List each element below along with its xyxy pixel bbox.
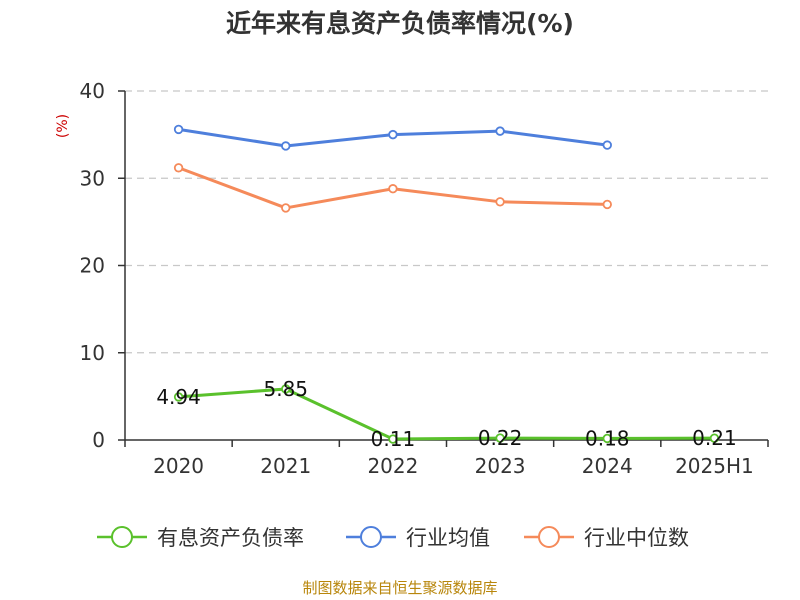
legend-marker-icon (360, 526, 382, 548)
x-tick-label: 2023 (475, 454, 526, 478)
data-label: 0.18 (585, 426, 630, 450)
chart-title: 近年来有息资产负债率情况(%) (226, 9, 574, 38)
legend-label: 行业均值 (406, 526, 490, 550)
data-label: 4.94 (156, 385, 201, 409)
axes: 0 10 20 30 40 2020 2021 2022 2023 2024 2025H1 (80, 79, 769, 478)
data-point (281, 203, 291, 213)
data-label: 5.85 (263, 377, 308, 401)
x-tick-label: 2024 (582, 454, 633, 478)
data-point (602, 140, 612, 150)
data-point (602, 433, 612, 444)
y-tick-label: 20 (80, 254, 105, 278)
data-label: 0.21 (692, 426, 737, 450)
legend-item[interactable]: 有息资产负债率 (97, 526, 304, 550)
series-line (178, 387, 715, 441)
x-tick-label: 2021 (260, 454, 311, 478)
data-point (173, 163, 184, 173)
x-tick-label: 2022 (367, 454, 418, 478)
y-tick-label: 10 (80, 341, 105, 365)
y-tick-label: 30 (80, 166, 105, 190)
data-point (709, 433, 720, 443)
data-point (281, 141, 291, 151)
data-point (495, 433, 505, 443)
legend-item[interactable]: 行业中位数 (524, 526, 689, 550)
y-tick-label: 40 (80, 79, 105, 103)
legend-item[interactable]: 行业均值 (346, 526, 490, 550)
y-tick-label: 0 (92, 428, 105, 452)
legend-marker-icon (111, 526, 133, 548)
x-tick-label: 2025H1 (675, 454, 754, 478)
data-point (495, 126, 505, 136)
data-point (495, 197, 505, 207)
data-label: 0.22 (478, 426, 523, 450)
data-point (388, 129, 398, 140)
data-point (173, 392, 184, 402)
source-note: 制图数据来自恒生聚源数据库 (302, 579, 497, 597)
legend-marker-icon (538, 526, 560, 548)
grid (125, 90, 768, 354)
data-point (388, 184, 398, 194)
data-label: 0.11 (371, 427, 416, 451)
data-point (281, 384, 291, 394)
data-point (602, 199, 612, 210)
legend-label: 行业中位数 (584, 526, 689, 550)
series-lines (173, 124, 720, 444)
y-unit-label: (%) (55, 114, 71, 138)
data-labels: 4.94 5.85 0.11 0.22 0.18 0.21 (156, 377, 736, 451)
data-point (173, 124, 184, 135)
legend[interactable]: 有息资产负债率 行业均值 行业中位数 (97, 526, 689, 550)
x-tick-label: 2020 (153, 454, 204, 478)
data-point (388, 434, 398, 444)
legend-label: 有息资产负债率 (157, 526, 304, 550)
